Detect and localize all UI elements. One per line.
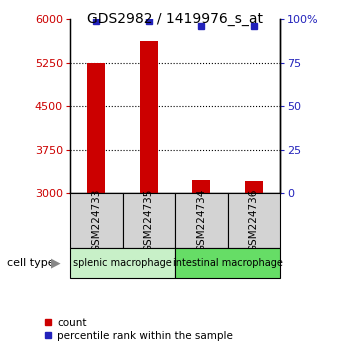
Bar <box>140 41 158 193</box>
Bar <box>175 193 228 248</box>
Bar <box>70 193 122 248</box>
Bar <box>175 248 280 278</box>
Text: GDS2982 / 1419976_s_at: GDS2982 / 1419976_s_at <box>87 12 263 27</box>
Text: GSM224733: GSM224733 <box>91 189 101 252</box>
Bar <box>228 193 280 248</box>
Bar <box>122 193 175 248</box>
Bar <box>245 181 263 193</box>
Text: GSM224734: GSM224734 <box>196 189 206 252</box>
Legend: count, percentile rank within the sample: count, percentile rank within the sample <box>40 314 237 345</box>
Bar <box>87 63 105 193</box>
Text: GSM224736: GSM224736 <box>249 189 259 252</box>
Bar <box>70 248 175 278</box>
Text: intestinal macrophage: intestinal macrophage <box>173 258 282 268</box>
Text: cell type: cell type <box>7 258 55 268</box>
Text: splenic macrophage: splenic macrophage <box>73 258 172 268</box>
Bar <box>192 180 210 193</box>
Text: GSM224735: GSM224735 <box>144 189 154 252</box>
Text: ▶: ▶ <box>51 256 61 269</box>
